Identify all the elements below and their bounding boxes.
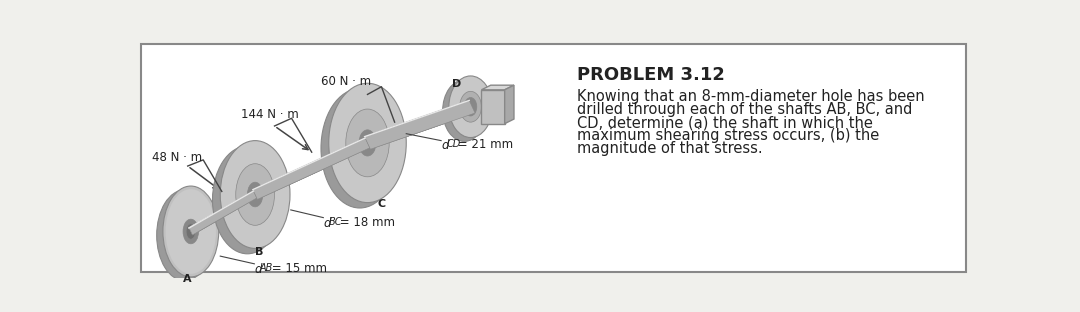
Ellipse shape [449, 76, 492, 138]
Ellipse shape [186, 224, 195, 239]
Ellipse shape [163, 186, 218, 277]
Text: B: B [255, 246, 264, 256]
Text: drilled through each of the shafts AB, BC, and: drilled through each of the shafts AB, B… [577, 102, 913, 117]
Text: 144 N · m: 144 N · m [241, 108, 299, 120]
FancyBboxPatch shape [141, 44, 966, 271]
Polygon shape [189, 191, 255, 231]
Polygon shape [189, 191, 257, 235]
Polygon shape [365, 100, 472, 142]
Text: CD, determine (a) the shaft in which the: CD, determine (a) the shaft in which the [577, 115, 873, 130]
Ellipse shape [165, 189, 216, 274]
Text: D: D [453, 79, 461, 89]
Polygon shape [365, 100, 475, 149]
Text: AB: AB [260, 263, 273, 273]
Text: = 15 mm: = 15 mm [268, 262, 326, 275]
Ellipse shape [460, 91, 482, 122]
Ellipse shape [321, 89, 399, 208]
Ellipse shape [359, 130, 376, 156]
Polygon shape [365, 100, 472, 142]
Text: CD: CD [446, 139, 461, 149]
Text: = 21 mm: = 21 mm [455, 138, 513, 151]
Ellipse shape [235, 164, 274, 225]
Text: $d$: $d$ [255, 262, 264, 276]
Polygon shape [253, 138, 369, 199]
Polygon shape [482, 90, 504, 124]
Polygon shape [504, 85, 514, 124]
Polygon shape [253, 138, 367, 194]
Ellipse shape [443, 80, 486, 141]
Text: $d$: $d$ [323, 216, 333, 230]
Text: A: A [183, 274, 191, 284]
Polygon shape [189, 191, 257, 235]
Text: 60 N · m: 60 N · m [321, 75, 370, 88]
Polygon shape [328, 143, 406, 148]
Polygon shape [189, 191, 255, 231]
Text: $d$: $d$ [441, 138, 450, 152]
Ellipse shape [247, 182, 262, 207]
Ellipse shape [328, 83, 406, 202]
Polygon shape [365, 100, 475, 149]
Ellipse shape [157, 190, 213, 281]
Ellipse shape [213, 146, 282, 254]
Text: maximum shearing stress occurs, (b) the: maximum shearing stress occurs, (b) the [577, 128, 879, 143]
Text: magnitude of that stress.: magnitude of that stress. [577, 141, 762, 156]
Text: = 18 mm: = 18 mm [337, 216, 395, 229]
Ellipse shape [346, 109, 389, 177]
Ellipse shape [183, 219, 199, 244]
Text: Knowing that an 8-mm-diameter hole has been: Knowing that an 8-mm-diameter hole has b… [577, 89, 924, 104]
Polygon shape [365, 100, 475, 149]
Text: 48 N · m: 48 N · m [152, 151, 202, 163]
Polygon shape [253, 138, 369, 199]
Polygon shape [253, 138, 367, 193]
Text: C: C [377, 199, 386, 209]
Ellipse shape [464, 97, 476, 116]
Text: PROBLEM 3.12: PROBLEM 3.12 [577, 66, 725, 84]
Polygon shape [253, 138, 369, 199]
Polygon shape [482, 85, 514, 90]
Text: BC: BC [328, 217, 342, 227]
Polygon shape [220, 194, 291, 200]
Polygon shape [189, 191, 257, 235]
Ellipse shape [220, 141, 291, 248]
